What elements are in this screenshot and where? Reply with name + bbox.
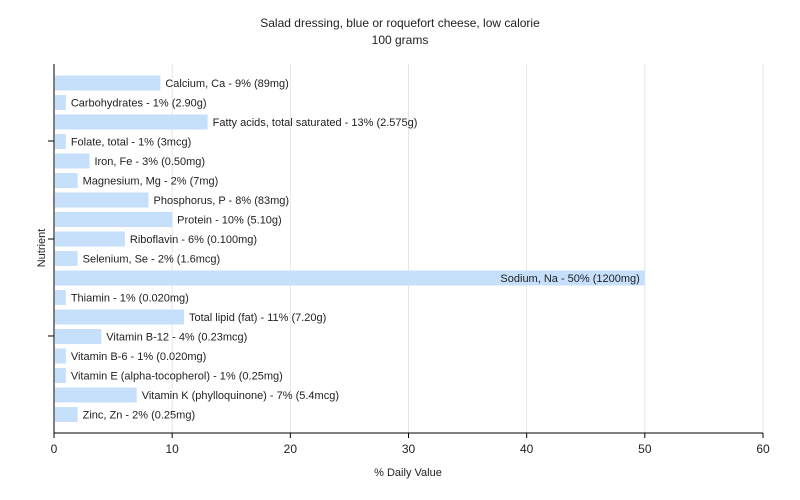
bar-data-label: Phosphorus, P - 8% (83mg): [154, 195, 290, 207]
x-tick-label: 10: [165, 442, 179, 456]
bar-data-label: Riboflavin - 6% (0.100mg): [130, 234, 257, 246]
bar: [55, 290, 66, 305]
bar: [55, 407, 78, 422]
x-tick-label: 60: [756, 442, 770, 456]
bar-data-label: Zinc, Zn - 2% (0.25mg): [83, 410, 195, 422]
bar-data-label: Protein - 10% (5.10g): [177, 215, 282, 227]
bar: [55, 231, 125, 247]
bar-data-label: Vitamin B-6 - 1% (0.020mg): [71, 351, 207, 363]
bar-data-label: Thiamin - 1% (0.020mg): [71, 293, 189, 305]
bar-data-label: Iron, Fe - 3% (0.50mg): [94, 156, 205, 168]
bar: [55, 329, 102, 344]
y-axis-title: Nutrient: [36, 229, 48, 268]
bar: [55, 212, 173, 227]
bar: [55, 348, 66, 364]
chart-title: Salad dressing, blue or roquefort cheese…: [260, 16, 540, 30]
bar: [55, 173, 78, 188]
bar: [55, 192, 149, 208]
bar: [55, 95, 66, 110]
bar-labels: Calcium, Ca - 9% (89mg) Carbohydrates - 1…: [71, 78, 640, 422]
bar: [55, 134, 66, 149]
bar-data-label: Folate, total - 1% (3mcg): [71, 137, 191, 149]
chart-subtitle: 100 grams: [372, 33, 429, 47]
bar-data-label: Vitamin E (alpha-tocopherol) - 1% (0.25m…: [71, 371, 283, 383]
x-tick-label: 30: [402, 442, 416, 456]
axes: [48, 64, 764, 438]
bar: [55, 309, 184, 325]
x-tick-labels: 0 10 20 30 40 50 60: [51, 442, 770, 456]
bar-data-label: Calcium, Ca - 9% (89mg): [165, 78, 288, 90]
bar: [55, 368, 66, 383]
bar: [55, 251, 78, 266]
bars: [55, 75, 645, 422]
bar-data-label: Total lipid (fat) - 11% (7.20g): [189, 312, 326, 324]
bar-data-label: Vitamin B-12 - 4% (0.23mcg): [106, 332, 247, 344]
bar: [55, 153, 90, 169]
x-axis-title: % Daily Value: [374, 467, 442, 479]
x-tick-label: 50: [638, 442, 652, 456]
gridlines: [171, 64, 764, 433]
bar-data-label: Carbohydrates - 1% (2.90g): [71, 98, 207, 110]
bar-data-label: Vitamin K (phylloquinone) - 7% (5.4mcg): [142, 390, 339, 402]
x-tick-label: 20: [284, 442, 298, 456]
bar: [55, 114, 208, 130]
bar-data-label: Magnesium, Mg - 2% (7mg): [83, 176, 219, 188]
bar: [55, 270, 645, 286]
bar: [55, 75, 161, 91]
bar: [55, 387, 137, 403]
bar-data-label: Selenium, Se - 2% (1.6mcg): [83, 254, 221, 266]
bar-data-label: Fatty acids, total saturated - 13% (2.57…: [213, 117, 418, 129]
bar-data-label: Sodium, Na - 50% (1200mg): [500, 273, 639, 285]
x-tick-label: 0: [51, 442, 58, 456]
x-tick-label: 40: [520, 442, 534, 456]
